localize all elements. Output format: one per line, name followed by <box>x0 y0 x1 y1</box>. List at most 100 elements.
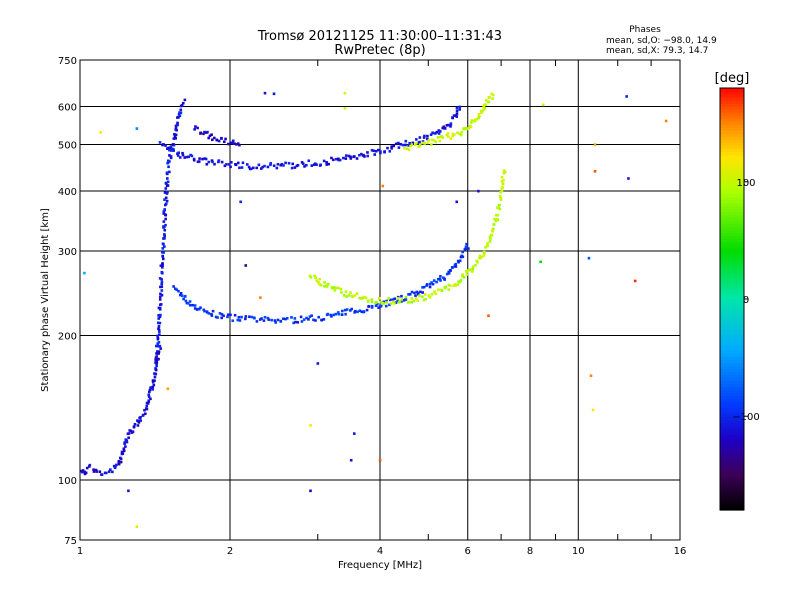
trace-point <box>169 145 173 148</box>
trace-point <box>282 317 285 321</box>
colorbar-swatch <box>720 277 744 282</box>
trace-point <box>484 246 487 249</box>
trace-point <box>172 148 175 151</box>
trace-point <box>147 395 151 399</box>
x-tick-label: 8 <box>527 546 533 557</box>
colorbar-swatch <box>720 199 744 204</box>
trace-point <box>370 306 374 309</box>
trace-point <box>360 310 364 314</box>
trace-point <box>157 352 161 355</box>
trace-point <box>431 282 435 286</box>
trace-point <box>480 255 483 259</box>
trace-point <box>177 151 180 155</box>
colorbar-swatch <box>720 118 744 122</box>
trace-point <box>155 355 159 358</box>
colorbar-swatch <box>720 190 744 195</box>
trace-point <box>308 274 312 278</box>
trace-point <box>461 250 464 254</box>
trace-point <box>315 163 318 166</box>
trace-point <box>136 424 140 427</box>
trace-point <box>424 297 428 301</box>
trace-point <box>345 295 348 298</box>
trace-point <box>165 199 169 203</box>
trace-point <box>225 163 228 166</box>
trace-point <box>164 203 167 207</box>
trace-point <box>437 132 441 135</box>
trace-point <box>245 163 249 166</box>
trace-point <box>410 290 414 294</box>
trace-point <box>157 314 160 317</box>
colorbar-swatch <box>720 91 744 95</box>
colorbar-swatch <box>720 326 744 330</box>
trace-point <box>163 234 166 238</box>
trace-point <box>376 302 379 306</box>
trace-point <box>113 466 117 470</box>
trace-point <box>470 269 474 273</box>
trace-point <box>385 299 388 303</box>
trace-point <box>124 445 127 448</box>
trace-point <box>147 400 151 403</box>
trace-point <box>332 313 335 317</box>
trace-point <box>161 262 164 266</box>
colorbar-swatch <box>720 299 744 303</box>
trace-point <box>341 309 344 313</box>
trace-point <box>337 312 341 316</box>
trace-point <box>391 298 395 301</box>
trace-point <box>244 317 247 321</box>
trace-point <box>241 161 245 165</box>
trace-point <box>160 285 164 288</box>
colorbar-swatch <box>720 341 744 345</box>
trace-point <box>158 141 162 144</box>
chart-title: Tromsø 20121125 11:30:00–11:31:43 <box>257 29 502 44</box>
trace-point <box>388 298 392 302</box>
trace-point <box>426 141 429 145</box>
colorbar-swatch <box>720 335 744 339</box>
trace-point <box>430 143 433 146</box>
trace-point <box>207 160 211 164</box>
trace-point <box>196 307 200 311</box>
trace-point <box>285 317 289 320</box>
trace-point <box>330 156 333 160</box>
trace-point <box>342 294 346 297</box>
colorbar-swatch <box>720 479 744 484</box>
colorbar-swatch <box>720 217 744 222</box>
trace-point <box>185 155 188 159</box>
colorbar-swatch <box>720 407 744 412</box>
trace-point <box>439 275 442 278</box>
trace-point <box>421 291 424 294</box>
colorbar-swatch <box>720 305 744 309</box>
trace-point <box>226 315 229 319</box>
trace-point <box>176 123 179 127</box>
trace-point <box>163 228 167 232</box>
trace-point <box>443 277 446 281</box>
trace-point <box>400 294 403 298</box>
trace-point <box>396 297 400 300</box>
trace-point <box>156 336 160 340</box>
trace-point <box>459 280 462 283</box>
colorbar-swatch <box>720 362 744 366</box>
trace-point <box>231 141 234 145</box>
trace-point <box>272 164 276 168</box>
trace-point <box>344 312 347 316</box>
trace-point <box>344 290 348 293</box>
colorbar-swatch <box>720 467 744 472</box>
trace-point <box>358 296 362 300</box>
trace-point <box>492 223 496 226</box>
trace-point <box>433 290 436 294</box>
trace-point <box>255 166 259 170</box>
trace-point <box>422 285 426 289</box>
trace-point <box>132 425 136 429</box>
trace-point <box>456 283 460 287</box>
trace-point <box>498 195 502 198</box>
trace-point <box>188 300 192 303</box>
trace-point <box>461 273 464 276</box>
trace-point <box>166 184 170 187</box>
trace-point <box>147 393 150 397</box>
trace-point <box>412 299 416 303</box>
trace-point <box>327 282 330 286</box>
trace-point <box>157 357 160 361</box>
colorbar-swatch <box>720 392 744 397</box>
trace-point <box>202 308 206 312</box>
trace-point <box>172 285 175 288</box>
trace-point <box>438 139 442 143</box>
